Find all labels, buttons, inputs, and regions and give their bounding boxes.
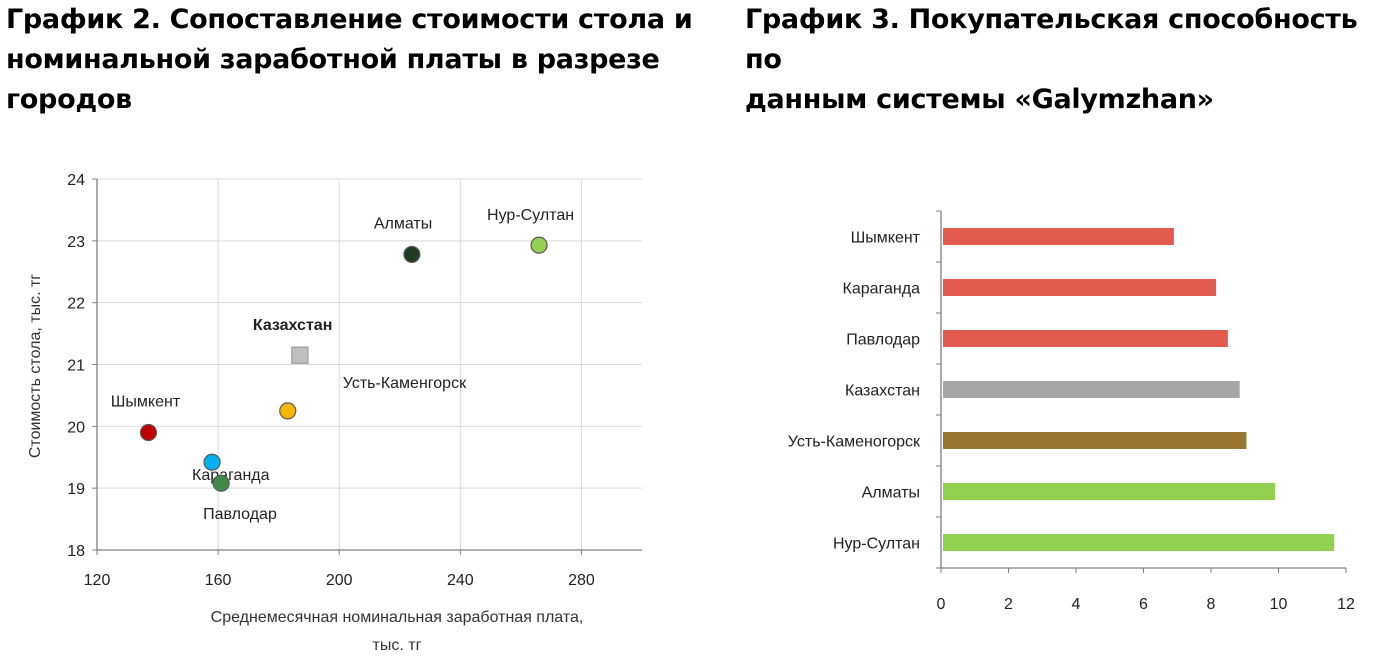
scatter-xtick-label: 160 — [205, 572, 232, 589]
scatter-ytick-label: 18 — [67, 543, 85, 560]
chart3-title: График 3. Покупательская способность по … — [745, 0, 1382, 120]
scatter-ytick-label: 22 — [67, 296, 85, 313]
bar-category-label: Павлодар — [846, 332, 920, 349]
scatter-point — [139, 423, 158, 442]
scatter-point — [279, 402, 297, 420]
scatter-point — [212, 474, 230, 492]
scatter-point — [403, 245, 421, 264]
scatter-xtick-label: 240 — [447, 572, 474, 589]
scatter-marker-circle — [530, 236, 548, 254]
scatter-xtick-label: 280 — [568, 572, 595, 589]
bar-category-label: Шымкент — [851, 230, 921, 247]
scatter-xtick-label: 120 — [84, 572, 111, 589]
scatter-point — [530, 236, 548, 254]
scatter-point-label: Павлодар — [203, 506, 277, 523]
chart3-title-line2: данным системы «Galymzhan» — [745, 84, 1214, 115]
chart2-title-line3: городов — [6, 84, 132, 115]
bar-mark — [943, 228, 1174, 245]
scatter-point-label: Усть-Каменгорск — [343, 375, 467, 392]
scatter-xtick-label: 200 — [326, 572, 353, 589]
scatter-marker-circle — [139, 423, 158, 442]
chart2-title-line2: номинальной заработной платы в разрезе — [6, 44, 660, 75]
bar-xtick-label: 4 — [1072, 596, 1081, 613]
chart2-title: График 2. Сопоставление стоимости стола … — [6, 0, 706, 120]
bar-category-label: Алматы — [862, 485, 920, 502]
scatter-ylabel: Стоимость стола, тыс. тг — [27, 274, 44, 458]
bar-mark — [943, 432, 1247, 449]
bar-category-label: Усть-Каменогорск — [788, 434, 921, 451]
scatter-ytick-label: 24 — [67, 172, 85, 189]
scatter-marker-square — [291, 346, 309, 364]
scatter-marker-circle — [212, 474, 230, 492]
bar-category-label: Казахстан — [845, 383, 920, 400]
bar-xtick-label: 2 — [1004, 596, 1013, 613]
scatter-point-label: Казахстан — [253, 317, 333, 334]
bar-mark — [943, 330, 1228, 347]
bar-xtick-label: 12 — [1337, 596, 1355, 613]
scatter-point-label: Караганда — [192, 467, 270, 484]
scatter-marker-circle — [203, 453, 221, 471]
scatter-ytick-label: 20 — [67, 419, 85, 436]
bar-xtick-label: 8 — [1207, 596, 1216, 613]
scatter-point-label: Шымкент — [111, 394, 181, 411]
scatter-point-label: Нур-Султан — [487, 207, 574, 224]
bar-mark — [943, 483, 1276, 500]
bar-xtick-label: 0 — [937, 596, 946, 613]
bar-mark — [943, 534, 1335, 551]
scatter-marker-circle — [403, 245, 421, 264]
chart2-title-line1: График 2. Сопоставление стоимости стола … — [6, 4, 693, 35]
scatter-chart: 18 19 20 21 22 23 24 120 160 200 240 280 Среднемесяч… — [27, 172, 642, 654]
scatter-xlabel-line2: тыс. тг — [373, 637, 422, 654]
scatter-marker-circle — [279, 402, 297, 420]
scatter-point — [291, 346, 309, 364]
scatter-xlabel-line1: Среднемесячная номинальная заработная пл… — [211, 609, 584, 626]
scatter-ytick-label: 19 — [67, 481, 85, 498]
scatter-point-label: Алматы — [374, 215, 432, 232]
bar-xtick-label: 10 — [1270, 596, 1288, 613]
bar-mark — [943, 279, 1217, 296]
chart3-title-line1: График 3. Покупательская способность по — [745, 4, 1358, 75]
scatter-ytick-label: 23 — [67, 234, 85, 251]
bar-xtick-label: 6 — [1139, 596, 1148, 613]
scatter-point — [203, 453, 221, 471]
bar-category-label: Нур-Султан — [833, 536, 920, 553]
bar-category-label: Караганда — [843, 281, 921, 298]
bar-mark — [943, 381, 1240, 398]
scatter-ytick-label: 21 — [67, 358, 85, 375]
